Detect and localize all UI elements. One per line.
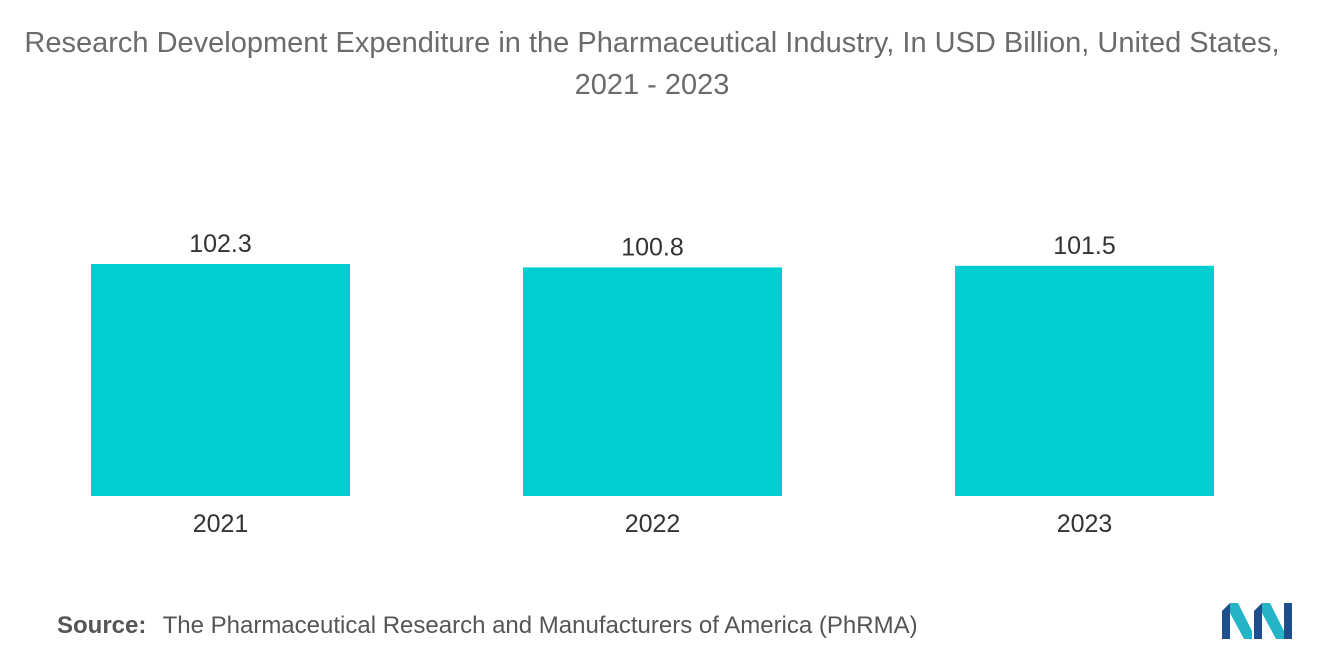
source-text: The Pharmaceutical Research and Manufact… xyxy=(162,612,918,639)
value-label-2021: 102.3 xyxy=(189,230,252,258)
source-label: Source: xyxy=(57,612,147,639)
logo-shape-diagonal-2 xyxy=(1262,603,1284,639)
bar-2023 xyxy=(955,265,1214,496)
value-label-2023: 101.5 xyxy=(1053,232,1116,260)
chart-title: Research Development Expenditure in the … xyxy=(24,27,1280,101)
mordor-intelligence-logo-icon xyxy=(1222,603,1292,639)
x-tick-label-2023: 2023 xyxy=(1057,510,1113,538)
source-line: Source: The Pharmaceutical Research and … xyxy=(57,612,918,640)
logo-shape-right xyxy=(1284,603,1292,639)
value-label-2022: 100.8 xyxy=(621,233,684,261)
bars-group xyxy=(91,264,1214,496)
logo-shape-middle xyxy=(1254,603,1262,639)
value-labels-group: 102.3 100.8 101.5 xyxy=(189,230,1116,261)
x-axis-tick-labels: 2021 2022 2023 xyxy=(193,510,1113,538)
logo-shape-diagonal-1 xyxy=(1230,603,1252,639)
x-tick-label-2022: 2022 xyxy=(625,510,681,538)
logo-shape-left xyxy=(1222,603,1230,639)
x-tick-label-2021: 2021 xyxy=(193,510,249,538)
bar-2022 xyxy=(523,267,782,496)
bar-2021 xyxy=(91,264,350,496)
